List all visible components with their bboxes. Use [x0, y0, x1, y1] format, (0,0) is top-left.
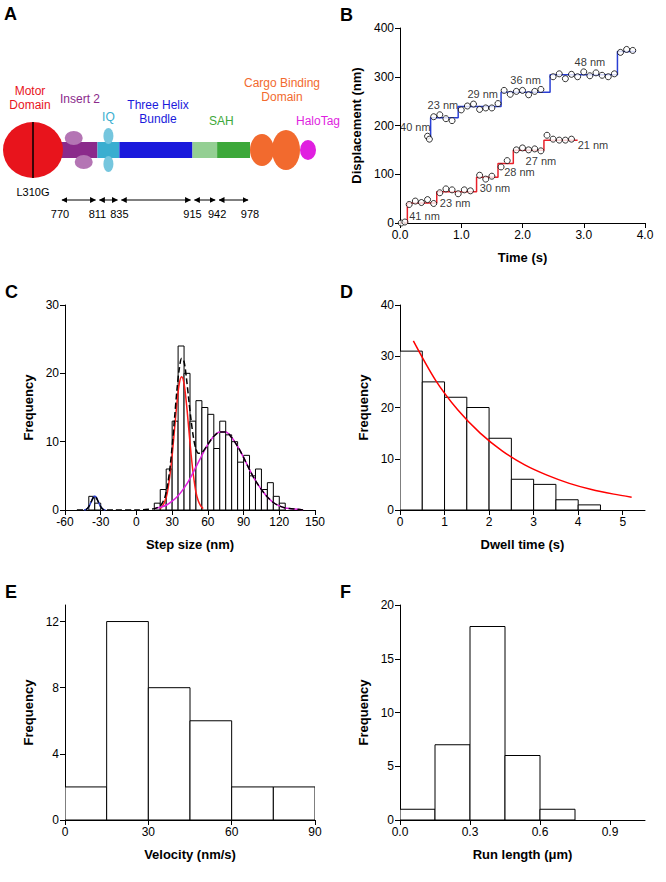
svg-text:29 nm: 29 nm — [467, 88, 498, 100]
svg-text:770: 770 — [51, 208, 69, 220]
svg-text:40: 40 — [381, 298, 395, 312]
svg-text:30: 30 — [165, 515, 179, 529]
svg-text:1: 1 — [441, 515, 448, 529]
svg-text:30: 30 — [46, 298, 60, 312]
svg-text:90: 90 — [308, 825, 322, 839]
svg-text:Frequency: Frequency — [356, 374, 371, 441]
svg-text:10: 10 — [46, 435, 60, 449]
svg-text:Frequency: Frequency — [21, 679, 36, 746]
svg-text:0.3: 0.3 — [462, 825, 479, 839]
svg-text:Displacement (nm): Displacement (nm) — [349, 67, 364, 183]
svg-text:48 nm: 48 nm — [575, 56, 606, 68]
svg-text:41 nm: 41 nm — [409, 210, 440, 222]
svg-text:978: 978 — [241, 208, 259, 220]
svg-text:5: 5 — [619, 515, 626, 529]
svg-text:0.0: 0.0 — [392, 825, 409, 839]
svg-text:120: 120 — [269, 515, 289, 529]
svg-text:0.0: 0.0 — [392, 228, 409, 242]
svg-text:-30: -30 — [92, 515, 110, 529]
svg-text:8: 8 — [52, 681, 59, 695]
svg-text:3.0: 3.0 — [575, 228, 592, 242]
svg-text:Dwell time (s): Dwell time (s) — [481, 537, 565, 552]
svg-text:0: 0 — [387, 813, 394, 827]
svg-text:E: E — [5, 582, 17, 602]
svg-text:Frequency: Frequency — [21, 374, 36, 441]
svg-text:12: 12 — [46, 615, 60, 629]
svg-text:Frequency: Frequency — [356, 679, 371, 746]
svg-text:15: 15 — [381, 652, 395, 666]
svg-text:36 nm: 36 nm — [510, 74, 541, 86]
svg-text:20: 20 — [381, 401, 395, 415]
svg-text:150: 150 — [305, 515, 325, 529]
svg-text:60: 60 — [201, 515, 215, 529]
svg-text:0.9: 0.9 — [602, 825, 619, 839]
svg-text:200: 200 — [374, 119, 394, 133]
svg-text:30: 30 — [142, 825, 156, 839]
svg-text:F: F — [340, 582, 351, 602]
svg-text:C: C — [5, 282, 18, 302]
svg-text:0.6: 0.6 — [532, 825, 549, 839]
svg-text:0: 0 — [387, 216, 394, 230]
svg-text:Step size (nm): Step size (nm) — [146, 537, 234, 552]
svg-text:10: 10 — [381, 452, 395, 466]
svg-text:20: 20 — [381, 598, 395, 612]
svg-text:835: 835 — [110, 208, 128, 220]
svg-text:0: 0 — [133, 515, 140, 529]
svg-text:4: 4 — [52, 747, 59, 761]
svg-text:40 nm: 40 nm — [400, 121, 431, 133]
html-text:Cargo Binding Domain: Cargo Binding Domain — [244, 76, 320, 104]
svg-text:28 nm: 28 nm — [504, 166, 535, 178]
svg-text:30: 30 — [381, 349, 395, 363]
html-text:HaloTag: HaloTag — [296, 114, 340, 128]
svg-text:21 nm: 21 nm — [578, 139, 609, 151]
svg-text:27 nm: 27 nm — [526, 155, 557, 167]
svg-text:400: 400 — [374, 21, 394, 35]
svg-text:10: 10 — [381, 706, 395, 720]
svg-text:0: 0 — [397, 515, 404, 529]
svg-text:1.0: 1.0 — [453, 228, 470, 242]
svg-text:Velocity (nm/s): Velocity (nm/s) — [144, 847, 236, 862]
svg-text:0: 0 — [387, 503, 394, 517]
svg-text:100: 100 — [374, 167, 394, 181]
svg-text:Time (s): Time (s) — [498, 250, 548, 265]
svg-text:23 nm: 23 nm — [440, 197, 471, 209]
svg-text:23 nm: 23 nm — [428, 99, 459, 111]
svg-text:300: 300 — [374, 70, 394, 84]
svg-text:915: 915 — [183, 208, 201, 220]
svg-text:60: 60 — [225, 825, 239, 839]
svg-text:4: 4 — [575, 515, 582, 529]
svg-text:0: 0 — [62, 825, 69, 839]
svg-text:A: A — [4, 4, 17, 24]
html-text:SAH: SAH — [208, 114, 234, 128]
svg-text:D: D — [340, 282, 353, 302]
svg-text:2: 2 — [486, 515, 493, 529]
html-text:Three Helix Bundle: Three Helix Bundle — [127, 98, 189, 126]
svg-text:B: B — [340, 5, 353, 25]
svg-text:2.0: 2.0 — [514, 228, 531, 242]
html-text:IQ: IQ — [102, 110, 115, 124]
svg-text:-60: -60 — [56, 515, 74, 529]
svg-text:Run length (μm): Run length (μm) — [473, 847, 573, 862]
svg-text:5: 5 — [387, 759, 394, 773]
svg-text:811: 811 — [89, 208, 107, 220]
svg-text:4.0: 4.0 — [637, 228, 654, 242]
svg-text:3: 3 — [530, 515, 537, 529]
svg-text:0: 0 — [52, 813, 59, 827]
html-text:Insert 2: Insert 2 — [60, 92, 100, 106]
svg-text:942: 942 — [208, 208, 226, 220]
svg-text:L310G: L310G — [16, 186, 49, 198]
svg-text:30 nm: 30 nm — [480, 182, 511, 194]
svg-text:20: 20 — [46, 366, 60, 380]
svg-text:0: 0 — [52, 503, 59, 517]
svg-text:90: 90 — [237, 515, 251, 529]
html-text:Motor Domain: Motor Domain — [9, 84, 51, 112]
